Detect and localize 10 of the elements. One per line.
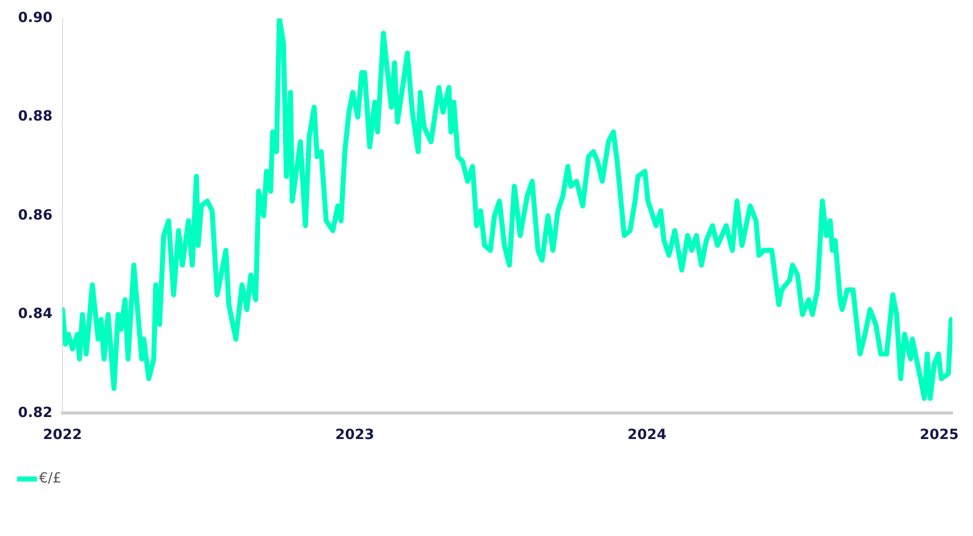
x-tick-label: 2025 <box>920 427 959 444</box>
x-tick-label: 2023 <box>335 427 374 444</box>
y-tick-label: 0.86 <box>18 207 53 224</box>
x-tick-label: 2022 <box>43 427 82 444</box>
x-tick-label: 2024 <box>628 427 667 444</box>
y-tick-label: 0.88 <box>18 108 53 125</box>
y-tick-label: 0.90 <box>18 10 53 26</box>
y-tick-label: 0.82 <box>18 404 53 421</box>
legend-label: €/£ <box>39 470 62 487</box>
y-tick-label: 0.84 <box>18 306 53 322</box>
